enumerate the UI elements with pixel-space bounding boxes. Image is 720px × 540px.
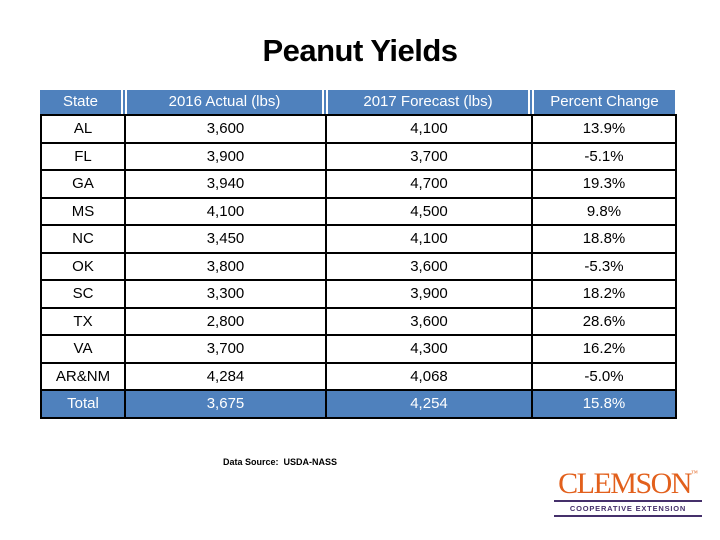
cell-actual: 3,450 [124,224,327,254]
cell-forecast: 3,600 [325,251,533,281]
cell-forecast: 4,100 [325,224,533,254]
cell-state: AR&NM [40,361,126,391]
column-header-change: Percent Change [534,90,675,114]
table-header-row: State 2016 Actual (lbs) 2017 Forecast (l… [40,90,675,114]
table-row: MS 4,100 4,500 9.8% [40,196,677,226]
column-header-forecast: 2017 Forecast (lbs) [328,90,528,114]
clemson-logo: CLEMSON™ COOPERATIVE EXTENSION [554,458,702,517]
table-row: FL 3,900 3,700 -5.1% [40,141,677,171]
cell-change: -5.1% [531,141,677,171]
table-row: GA 3,940 4,700 19.3% [40,169,677,199]
cell-actual: 4,284 [124,361,327,391]
trademark-symbol: ™ [690,469,698,477]
cell-change: 16.2% [531,334,677,364]
cell-actual: 3,800 [124,251,327,281]
cell-state: SC [40,279,126,309]
clemson-brand-text: CLEMSON [558,467,692,500]
cell-forecast: 3,900 [325,279,533,309]
cell-state: MS [40,196,126,226]
table-row: NC 3,450 4,100 18.8% [40,224,677,254]
cell-forecast: 4,254 [325,389,533,419]
cell-change: 13.9% [531,114,677,144]
table-row: AR&NM 4,284 4,068 -5.0% [40,361,677,391]
cell-actual: 2,800 [124,306,327,336]
cell-forecast: 3,600 [325,306,533,336]
cell-state: TX [40,306,126,336]
cell-forecast: 4,068 [325,361,533,391]
cell-forecast: 3,700 [325,141,533,171]
cell-change: 28.6% [531,306,677,336]
cell-forecast: 4,300 [325,334,533,364]
cell-change: 15.8% [531,389,677,419]
slide-title: Peanut Yields [262,33,458,68]
cell-forecast: 4,100 [325,114,533,144]
table-row: AL 3,600 4,100 13.9% [40,114,677,144]
cell-state: AL [40,114,126,144]
cell-actual: 3,300 [124,279,327,309]
peanut-yields-table: AL 3,600 4,100 13.9% FL 3,900 3,700 -5.1% GA 3,94… [40,114,677,419]
cell-state: Total [40,389,126,419]
cell-actual: 4,100 [124,196,327,226]
cell-change: -5.3% [531,251,677,281]
cell-actual: 3,940 [124,169,327,199]
cell-change: 9.8% [531,196,677,226]
cell-actual: 3,600 [124,114,327,144]
cell-actual: 3,900 [124,141,327,171]
column-header-actual: 2016 Actual (lbs) [127,90,322,114]
cell-change: 19.3% [531,169,677,199]
cell-state: GA [40,169,126,199]
cell-state: OK [40,251,126,281]
table-row: VA 3,700 4,300 16.2% [40,334,677,364]
cell-change: 18.2% [531,279,677,309]
header-divider [530,90,532,114]
cell-actual: 3,675 [124,389,327,419]
cell-state: FL [40,141,126,171]
header-divider [324,90,326,114]
table-row: TX 2,800 3,600 28.6% [40,306,677,336]
table-total-row: Total 3,675 4,254 15.8% [40,389,677,419]
table-row: OK 3,800 3,600 -5.3% [40,251,677,281]
cell-forecast: 4,700 [325,169,533,199]
cell-change: -5.0% [531,361,677,391]
data-source-note: Data Source: USDA-NASS [223,457,338,467]
cell-state: VA [40,334,126,364]
header-divider [123,90,125,114]
cell-state: NC [40,224,126,254]
column-header-state: State [40,90,121,114]
table-row: SC 3,300 3,900 18.2% [40,279,677,309]
yields-table-body: AL 3,600 4,100 13.9% FL 3,900 3,700 -5.1% GA 3,94… [40,114,677,419]
clemson-wordmark: CLEMSON™ [554,458,702,499]
cell-forecast: 4,500 [325,196,533,226]
cell-actual: 3,700 [124,334,327,364]
cell-change: 18.8% [531,224,677,254]
cooperative-extension-label: COOPERATIVE EXTENSION [554,500,702,517]
